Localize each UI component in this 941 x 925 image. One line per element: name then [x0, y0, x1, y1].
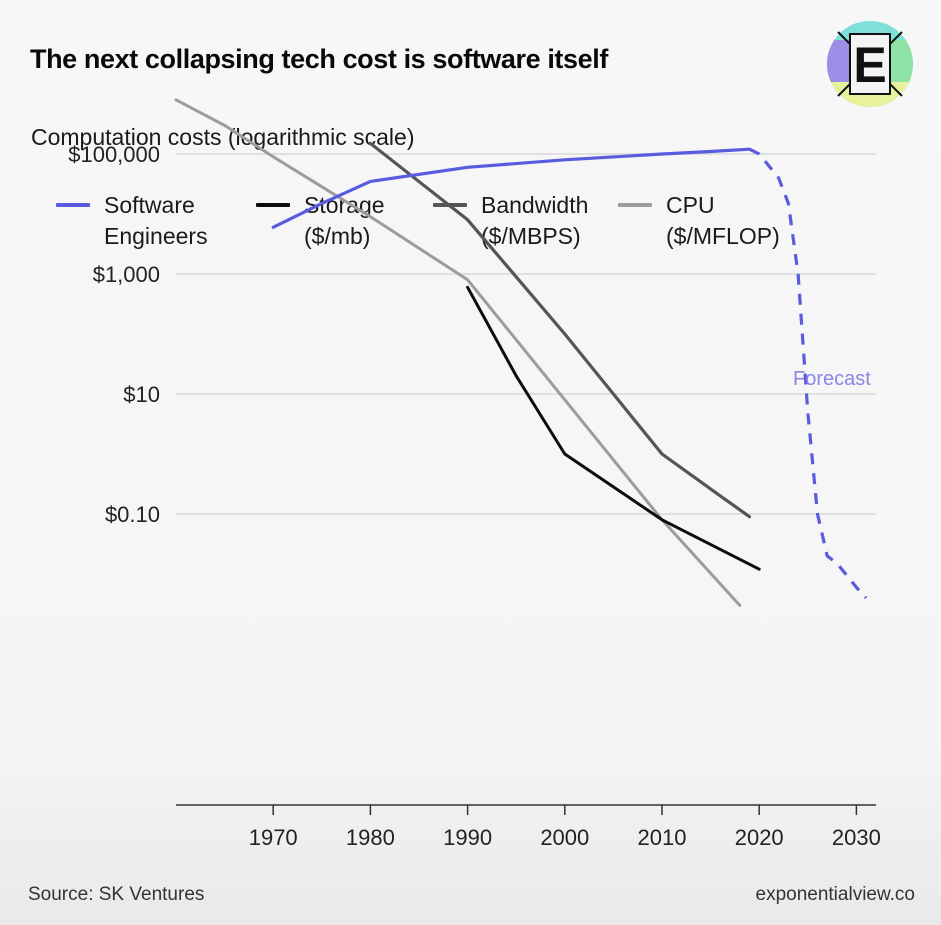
- legend-label-software: Software Engineers: [104, 192, 208, 249]
- series-line-software: [271, 147, 752, 229]
- x-tick-label-5: 2020: [735, 825, 784, 850]
- legend-label-cpu: CPU ($/MFLOP): [666, 192, 780, 249]
- legend-item-cpu: CPU ($/MFLOP): [618, 190, 780, 252]
- legend-item-storage: Storage ($/mb): [256, 190, 385, 252]
- y-tick-label-3: $0.10: [105, 502, 160, 527]
- legend-swatch-cpu: [618, 203, 652, 207]
- y-tick-label-2: $10: [123, 382, 160, 407]
- x-tick-label-2: 1990: [443, 825, 492, 850]
- site-credit: exponentialview.co: [755, 884, 916, 905]
- series-line-software-forecast: [748, 147, 868, 599]
- x-tick-label-1: 1980: [346, 825, 395, 850]
- source-credit: Source: SK Ventures: [28, 884, 205, 905]
- series-line-cpu: [174, 98, 742, 607]
- legend-item-software: Software Engineers: [56, 190, 208, 252]
- legend-swatch-storage: [256, 203, 290, 207]
- y-tick-label-0: $100,000: [68, 142, 160, 167]
- legend-swatch-software: [56, 203, 90, 207]
- logo: E: [827, 21, 913, 107]
- y-tick-label-1: $1,000: [93, 262, 160, 287]
- x-tick-label-0: 1970: [249, 825, 298, 850]
- series-line-bandwidth: [368, 141, 752, 519]
- chart-title: The next collapsing tech cost is softwar…: [30, 44, 608, 74]
- legend-label-bandwidth: Bandwidth ($/MBPS): [481, 192, 589, 249]
- legend-item-bandwidth: Bandwidth ($/MBPS): [433, 190, 588, 252]
- x-tick-label-4: 2010: [638, 825, 687, 850]
- logo-letter: E: [853, 37, 886, 93]
- y-axis-label: Computation costs (logarithmic scale): [31, 124, 415, 150]
- x-tick-label-6: 2030: [832, 825, 881, 850]
- series-line-storage: [466, 285, 761, 571]
- forecast-annotation: Forecast: [793, 368, 871, 390]
- x-tick-label-3: 2000: [540, 825, 589, 850]
